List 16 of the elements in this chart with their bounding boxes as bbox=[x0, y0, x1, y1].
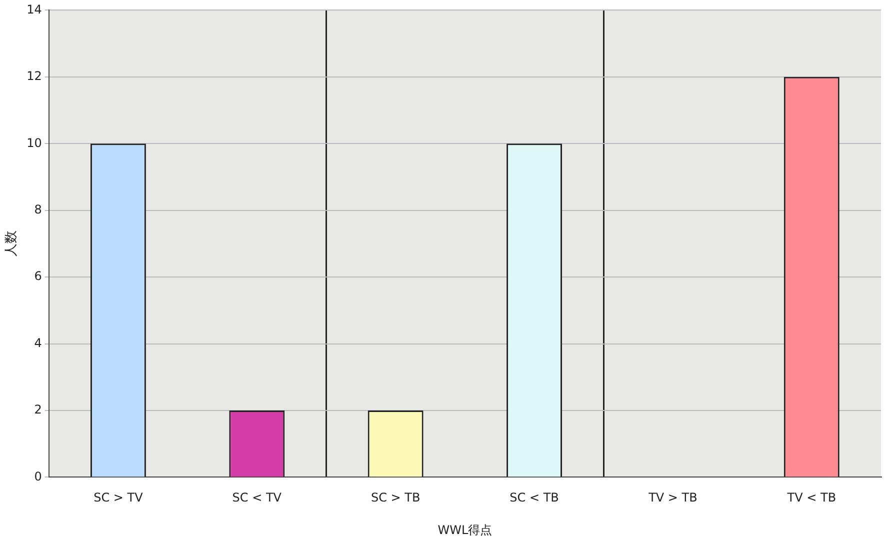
y-tick-label: 0 bbox=[34, 469, 42, 484]
y-tick-label: 12 bbox=[26, 69, 42, 84]
x-tick-label: SC < TV bbox=[232, 490, 282, 505]
x-tick-label: SC < TB bbox=[510, 490, 559, 505]
y-tick-label: 4 bbox=[34, 336, 42, 350]
y-tick-label: 2 bbox=[34, 402, 42, 417]
y-tick-label: 14 bbox=[26, 2, 42, 16]
x-tick-label: SC > TV bbox=[94, 490, 144, 505]
y-tick-label: 10 bbox=[26, 136, 42, 150]
x-axis-title: WWL得点 bbox=[438, 522, 492, 537]
y-tick-label: 8 bbox=[34, 202, 42, 216]
x-tick-label: TV > TB bbox=[648, 490, 698, 505]
x-tick-label: SC > TB bbox=[370, 490, 420, 505]
y-tick-label: 6 bbox=[34, 269, 42, 284]
y-axis-title: 人数 bbox=[4, 230, 20, 257]
x-tick-label: TV < TB bbox=[786, 490, 836, 505]
